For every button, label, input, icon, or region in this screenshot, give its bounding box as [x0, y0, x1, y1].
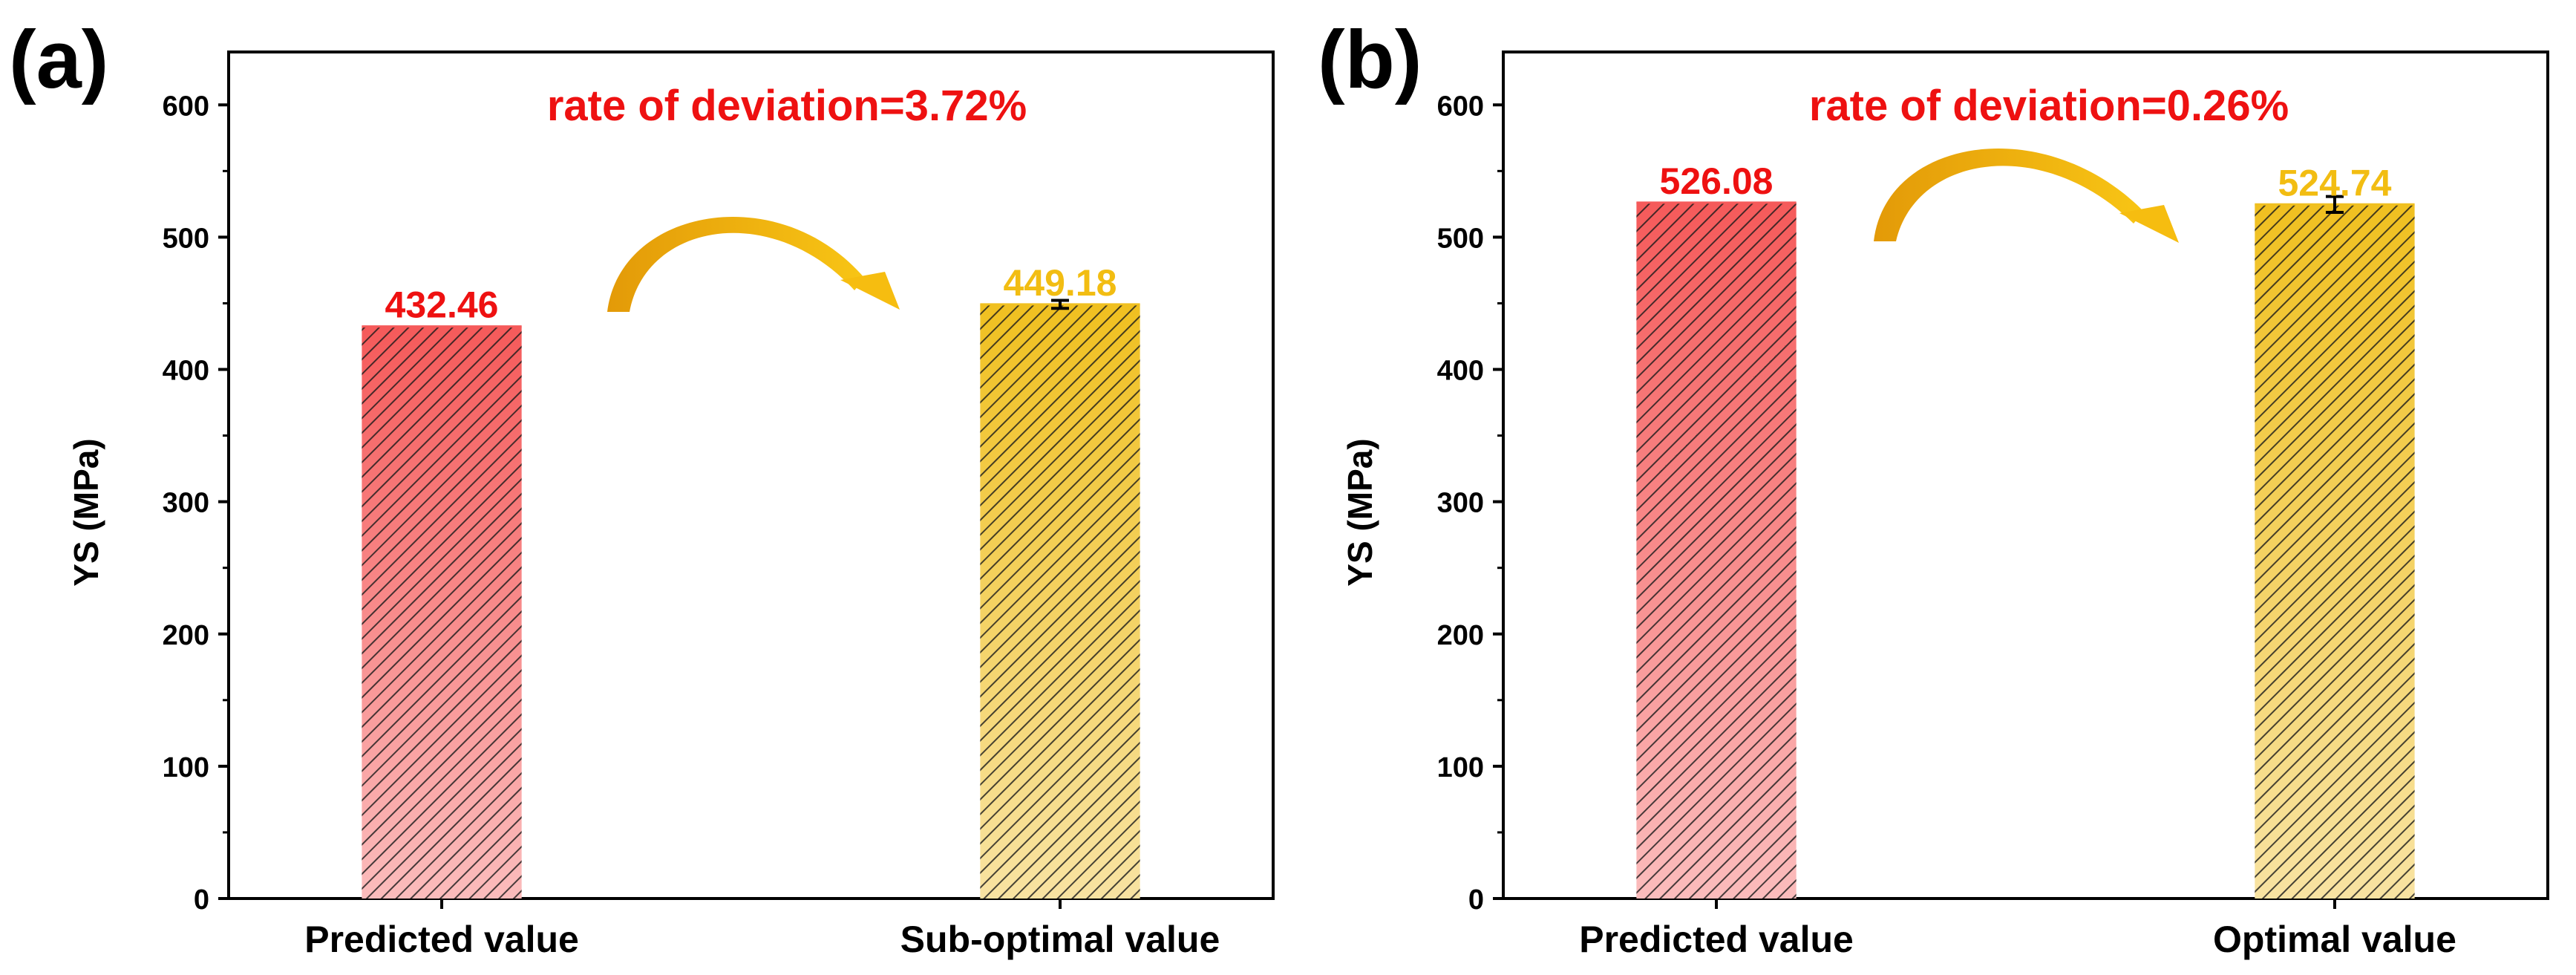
panel-a-data-label: 432.46	[385, 284, 499, 326]
panel-b-y-tick-label: 300	[1437, 488, 1484, 519]
panel-b-arrow	[1874, 148, 2179, 243]
panel-a-arrowhead	[840, 272, 900, 310]
panel-a-y-tick-label: 300	[163, 488, 209, 519]
panel-a-y-tick-label: 500	[163, 223, 209, 254]
panel-a-bar-hatch	[980, 304, 1140, 899]
panel-a-deviation-annotation: rate of deviation=3.72%	[547, 82, 1027, 130]
panel-a-x-tick-label: Sub-optimal value	[900, 919, 1220, 960]
panel-b-bar-hatch	[2255, 204, 2415, 899]
panel-a-error-bar	[1050, 299, 1069, 310]
panel-a-y-tick-label: 400	[163, 356, 209, 387]
panel-a-arrow	[607, 216, 900, 312]
panel-a-y-tick-label: 100	[163, 752, 209, 783]
panel-b-data-label: 526.08	[1660, 160, 1774, 202]
panel-b-data-label: 524.74	[2278, 162, 2392, 203]
panel-b-y-tick-label: 200	[1437, 620, 1484, 651]
panel-b-arrowhead	[2119, 205, 2179, 243]
panel-a-label: (a)	[9, 14, 108, 105]
panel-b-bar-hatch	[1636, 202, 1797, 899]
panel-a-y-tick-label: 600	[163, 91, 209, 122]
panel-a-data-label: 449.18	[1004, 262, 1117, 304]
panel-a-arrow-body	[607, 216, 865, 312]
panel-a-bars: 432.46 449.18	[362, 262, 1140, 899]
panel-b-y-tick-label: 100	[1437, 752, 1484, 783]
panel-a-y-axis-title: YS (MPa)	[67, 438, 105, 586]
panel-a-ticks: 0 100 200 300 400 500 600 Predicted value Sub-op…	[163, 91, 1220, 960]
panel-b-ticks: 0 100 200 300 400 500 600 Predicted value Optima…	[1437, 91, 2456, 960]
panel-a-bar-hatch	[362, 326, 522, 899]
panel-b-y-tick-label: 500	[1437, 223, 1484, 254]
panel-b-y-tick-label: 600	[1437, 91, 1484, 122]
panel-b-plot-frame	[1502, 50, 2549, 900]
panel-b-deviation-annotation: rate of deviation=0.26%	[1809, 82, 2289, 130]
panel-b-y-tick-label: 0	[1468, 884, 1484, 916]
panel-a: (a) YS (MPa) 0 100 200 300 400 500 600 Predicte…	[9, 14, 1275, 960]
panel-b-y-axis-title: YS (MPa)	[1341, 438, 1379, 586]
panel-a-y-tick-label: 0	[194, 884, 209, 916]
panel-b-x-tick-label: Predicted value	[1579, 919, 1854, 960]
panel-a-y-tick-label: 200	[163, 620, 209, 651]
panel-b-label: (b)	[1318, 14, 1422, 105]
panel-b-error-bar	[2325, 195, 2344, 214]
panel-b-y-tick-label: 400	[1437, 356, 1484, 387]
panel-b-x-tick-label: Optimal value	[2213, 919, 2456, 960]
panel-a-plot-frame	[227, 50, 1275, 900]
panel-b-arrow-body	[1874, 148, 2144, 241]
panel-b: (b) YS (MPa) 0 100 200 300 400 500 600 Predicte…	[1318, 14, 2549, 960]
panel-a-x-tick-label: Predicted value	[304, 919, 579, 960]
panel-b-bars: 526.08 524.74	[1636, 160, 2415, 899]
